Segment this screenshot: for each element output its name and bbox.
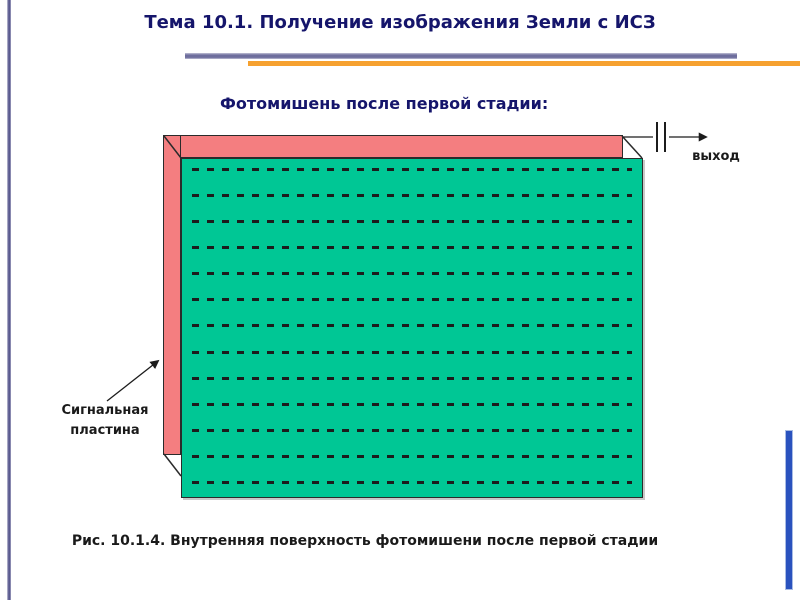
bevel-line-bottom-left bbox=[163, 453, 182, 477]
bevel-line-top-right bbox=[621, 135, 643, 159]
output-label: выход bbox=[692, 149, 740, 164]
divider-line-orange bbox=[248, 61, 800, 66]
charge-dash-row bbox=[192, 350, 632, 354]
charge-dash-row bbox=[192, 428, 632, 432]
charge-dash-row bbox=[192, 168, 632, 171]
signal-plate-label: Сигнальная пластина bbox=[52, 401, 158, 441]
signal-plate-label-line2: пластина bbox=[70, 423, 140, 439]
charge-dash-row bbox=[192, 194, 632, 198]
charge-dash-row bbox=[192, 246, 632, 250]
charge-dash-row bbox=[192, 324, 632, 328]
charge-dash-row bbox=[192, 480, 632, 484]
diagram-subtitle: Фотомишень после первой стадии: bbox=[220, 94, 549, 113]
slide-title: Тема 10.1. Получение изображения Земли с… bbox=[144, 12, 656, 33]
phototarget-surface bbox=[181, 158, 643, 498]
right-accent-bar bbox=[785, 430, 793, 590]
signal-plate-left-band bbox=[163, 135, 181, 455]
signal-plate-label-line1: Сигнальная bbox=[61, 403, 149, 418]
divider-line-blue bbox=[185, 53, 737, 59]
charge-dash-row bbox=[192, 272, 632, 276]
charge-dash-row bbox=[192, 376, 632, 380]
charge-dash-row bbox=[192, 220, 632, 224]
signal-plate-pointer-arrow bbox=[106, 359, 160, 402]
charge-dash-row bbox=[192, 454, 632, 458]
signal-plate-top-band bbox=[163, 135, 623, 158]
charge-dash-row bbox=[192, 298, 632, 302]
left-accent-bar bbox=[7, 0, 11, 600]
charge-dash-row bbox=[192, 402, 632, 406]
figure-caption: Рис. 10.1.4. Внутренняя поверхность фото… bbox=[71, 533, 659, 549]
